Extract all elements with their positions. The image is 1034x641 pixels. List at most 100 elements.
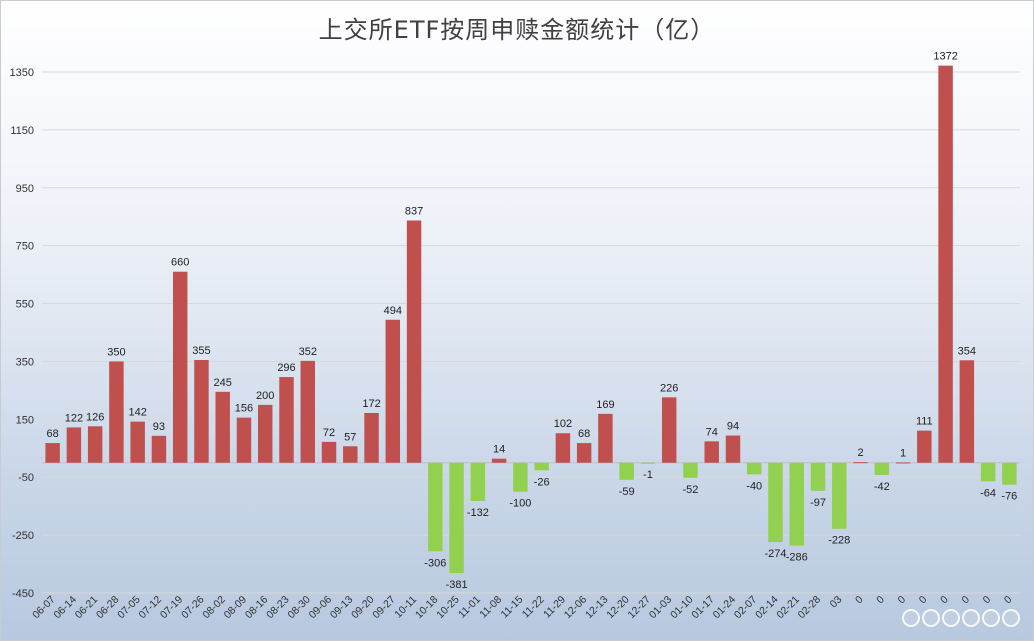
bar xyxy=(640,462,656,464)
bar xyxy=(895,462,911,464)
bar xyxy=(406,220,422,463)
y-tick-label: 350 xyxy=(16,356,34,368)
bar xyxy=(236,417,252,463)
data-label: -274 xyxy=(764,548,786,560)
data-label: 122 xyxy=(65,412,83,424)
x-tick-label: 01-17 xyxy=(689,594,717,622)
x-tick-label: 11-01 xyxy=(456,594,483,621)
data-label: -59 xyxy=(619,486,635,498)
data-label: 350 xyxy=(107,346,125,358)
bar xyxy=(513,462,528,492)
bar xyxy=(279,377,294,463)
x-tick-label: 0 xyxy=(1002,594,1015,607)
bar xyxy=(619,462,634,480)
bar xyxy=(449,462,464,574)
data-label: 156 xyxy=(235,403,253,415)
x-tick-label: 07-05 xyxy=(115,594,143,622)
x-tick-label: 07-12 xyxy=(137,594,165,622)
x-tick-label: 10-11 xyxy=(392,594,419,621)
bar xyxy=(938,65,953,463)
data-label: 102 xyxy=(554,418,572,430)
data-label: 94 xyxy=(727,421,739,433)
data-label: -228 xyxy=(828,535,850,547)
bar xyxy=(321,441,337,463)
x-tick-label: 08-09 xyxy=(222,594,250,622)
y-tick-label: 1350 xyxy=(10,67,34,79)
x-tick-label: 06-14 xyxy=(52,594,80,622)
data-label: -52 xyxy=(683,484,699,496)
bar xyxy=(343,446,358,463)
bar xyxy=(151,435,167,463)
data-label: 169 xyxy=(596,399,614,411)
bar xyxy=(130,421,145,463)
data-label: -286 xyxy=(786,552,808,564)
x-tick-label: 12-27 xyxy=(626,594,654,622)
bar xyxy=(300,360,315,463)
bar xyxy=(661,397,677,463)
bar xyxy=(87,426,103,463)
bar xyxy=(534,462,549,471)
x-tick-label: 08-23 xyxy=(264,594,292,622)
x-tick-label: 12-06 xyxy=(562,594,590,622)
x-tick-label: 0 xyxy=(938,594,951,607)
bar xyxy=(810,462,826,491)
bar xyxy=(45,443,60,463)
data-label: 111 xyxy=(916,416,933,428)
data-label: -100 xyxy=(509,498,531,510)
data-label: 226 xyxy=(660,382,678,394)
x-tick-label: 08-30 xyxy=(285,594,313,622)
bar xyxy=(215,391,230,463)
data-label: 494 xyxy=(384,305,402,317)
data-label: -132 xyxy=(467,507,489,519)
y-tick-label: -450 xyxy=(12,588,34,600)
data-label: 14 xyxy=(493,444,505,456)
data-label: -381 xyxy=(446,579,468,591)
x-tick-label: 01-10 xyxy=(668,594,696,622)
x-tick-label: 08-02 xyxy=(200,594,228,622)
x-tick-label: 01-03 xyxy=(647,594,675,622)
grid-layer xyxy=(42,71,1020,594)
data-label: 74 xyxy=(706,426,718,438)
bar xyxy=(428,462,443,552)
bar xyxy=(555,433,571,463)
x-tick-label: 09-06 xyxy=(307,594,335,622)
x-tick-label: 12-20 xyxy=(604,594,632,622)
x-tick-label: 08-16 xyxy=(243,594,271,622)
data-label: 837 xyxy=(405,205,423,217)
data-label: 245 xyxy=(214,377,232,389)
x-tick-label: 06-07 xyxy=(30,594,58,622)
data-label: -1 xyxy=(643,469,653,481)
bar xyxy=(576,443,592,463)
bar xyxy=(470,462,486,501)
bar xyxy=(172,271,188,463)
x-tick-label: 10-18 xyxy=(413,594,441,622)
data-label: 296 xyxy=(277,362,295,374)
x-tick-label: 0 xyxy=(853,594,866,607)
x-tick-label: 09-13 xyxy=(328,594,356,622)
bar xyxy=(683,462,698,478)
x-tick-label: 01-24 xyxy=(711,594,739,622)
bar xyxy=(598,413,613,463)
data-label: 200 xyxy=(256,390,274,402)
bar xyxy=(980,462,996,482)
bar xyxy=(491,458,507,463)
data-label: 142 xyxy=(128,407,146,419)
axis-layer: 13501150950750550350150-50-250-45006-070… xyxy=(10,67,1015,621)
bar xyxy=(725,435,741,463)
data-label: 2 xyxy=(857,447,863,459)
x-tick-label: 11-08 xyxy=(477,594,504,621)
watermark-icon xyxy=(902,609,1020,627)
data-label: 354 xyxy=(958,345,976,357)
bar xyxy=(194,359,209,463)
bar xyxy=(109,361,124,463)
data-label: 355 xyxy=(192,345,210,357)
bar xyxy=(704,441,719,463)
x-tick-label: 0 xyxy=(874,594,887,607)
x-tick-label: 09-20 xyxy=(349,594,377,622)
data-label: -64 xyxy=(980,487,996,499)
data-label: -26 xyxy=(534,476,550,488)
data-label: 68 xyxy=(47,428,59,440)
x-tick-label: 02-14 xyxy=(753,594,781,622)
data-label: 172 xyxy=(362,398,380,410)
